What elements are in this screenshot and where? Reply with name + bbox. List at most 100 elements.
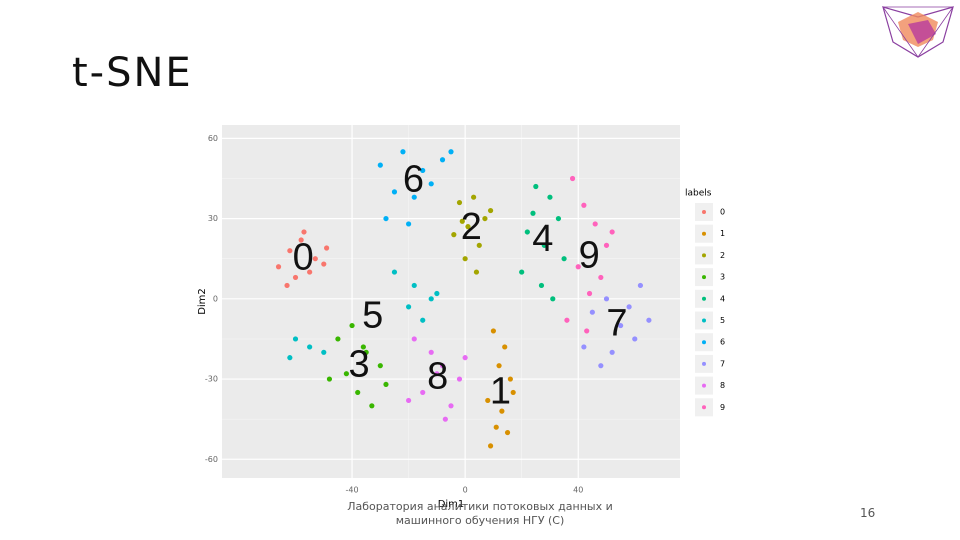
- point: [598, 363, 604, 369]
- x-tick-label: 0: [463, 486, 468, 495]
- point: [462, 256, 468, 262]
- point: [312, 256, 318, 262]
- legend-label: 5: [720, 316, 725, 325]
- legend-swatch: [702, 361, 706, 366]
- legend-swatch: [702, 296, 706, 301]
- x-tick-label: 40: [573, 486, 583, 495]
- legend-label: 9: [720, 403, 725, 412]
- point: [524, 229, 530, 235]
- point: [391, 189, 398, 195]
- cluster-label: 3: [349, 344, 370, 386]
- cluster-label: 4: [532, 218, 553, 260]
- logo: [882, 6, 954, 58]
- x-tick-label: -40: [346, 486, 359, 495]
- point: [335, 336, 341, 342]
- point: [618, 322, 624, 329]
- point: [391, 269, 398, 275]
- legend-label: 1: [720, 229, 725, 238]
- point: [482, 215, 488, 222]
- point: [411, 194, 417, 200]
- point: [420, 167, 426, 174]
- legend-label: 8: [720, 381, 725, 390]
- point: [434, 371, 440, 377]
- point: [632, 336, 638, 342]
- point: [439, 157, 446, 163]
- point: [428, 181, 434, 187]
- point: [575, 264, 581, 270]
- point: [581, 344, 587, 350]
- cluster-label: 7: [606, 302, 627, 344]
- y-tick-label: 60: [208, 134, 218, 143]
- legend-label: 7: [720, 359, 725, 368]
- point: [383, 215, 389, 222]
- legend-swatch: [702, 231, 706, 236]
- point: [510, 389, 516, 396]
- point: [555, 215, 562, 222]
- point: [569, 175, 576, 182]
- point: [411, 336, 417, 342]
- point: [487, 207, 494, 214]
- point: [598, 274, 604, 281]
- point: [428, 349, 434, 355]
- point: [456, 199, 463, 206]
- point: [301, 229, 307, 235]
- legend-swatch: [702, 383, 706, 388]
- point: [369, 403, 375, 409]
- point: [459, 218, 465, 224]
- point: [462, 355, 468, 361]
- legend-label: 6: [720, 338, 725, 347]
- point: [584, 328, 590, 334]
- point: [287, 248, 293, 254]
- legend-swatch: [702, 340, 706, 345]
- point: [496, 363, 502, 369]
- point: [507, 376, 513, 382]
- legend-swatch: [702, 275, 706, 280]
- point: [420, 389, 426, 396]
- point: [400, 149, 406, 155]
- point: [405, 304, 412, 310]
- point: [530, 210, 536, 216]
- point: [448, 403, 454, 409]
- point: [589, 309, 595, 315]
- legend-swatch: [702, 318, 706, 323]
- point: [321, 349, 327, 355]
- cluster-label: 9: [579, 234, 600, 276]
- point: [502, 344, 508, 350]
- point: [383, 381, 389, 388]
- point: [564, 317, 570, 323]
- legend-label: 3: [720, 273, 725, 282]
- point: [343, 371, 349, 377]
- point: [411, 282, 417, 289]
- cluster-label: 5: [362, 294, 383, 336]
- point: [487, 443, 494, 449]
- point: [321, 261, 327, 267]
- point: [451, 232, 457, 238]
- point: [541, 242, 547, 248]
- point: [490, 328, 497, 334]
- point: [360, 344, 366, 350]
- point: [377, 363, 383, 369]
- point: [377, 162, 383, 168]
- point: [349, 322, 355, 329]
- point: [324, 245, 330, 251]
- point: [442, 416, 448, 422]
- point: [287, 355, 293, 361]
- slide-title: t-SNE: [72, 50, 193, 96]
- y-tick-label: 0: [213, 294, 218, 303]
- legend-label: 0: [720, 208, 725, 217]
- point: [626, 304, 632, 310]
- point: [307, 269, 313, 275]
- y-tick-label: -30: [205, 375, 218, 384]
- point: [405, 221, 412, 227]
- point: [355, 389, 361, 396]
- y-tick-label: -60: [205, 455, 218, 464]
- point: [499, 408, 505, 414]
- point: [581, 202, 587, 208]
- point: [434, 290, 440, 297]
- legend-swatch: [702, 405, 706, 410]
- cluster-label: 2: [461, 206, 482, 248]
- point: [298, 237, 304, 243]
- point: [646, 317, 652, 323]
- point: [592, 221, 598, 227]
